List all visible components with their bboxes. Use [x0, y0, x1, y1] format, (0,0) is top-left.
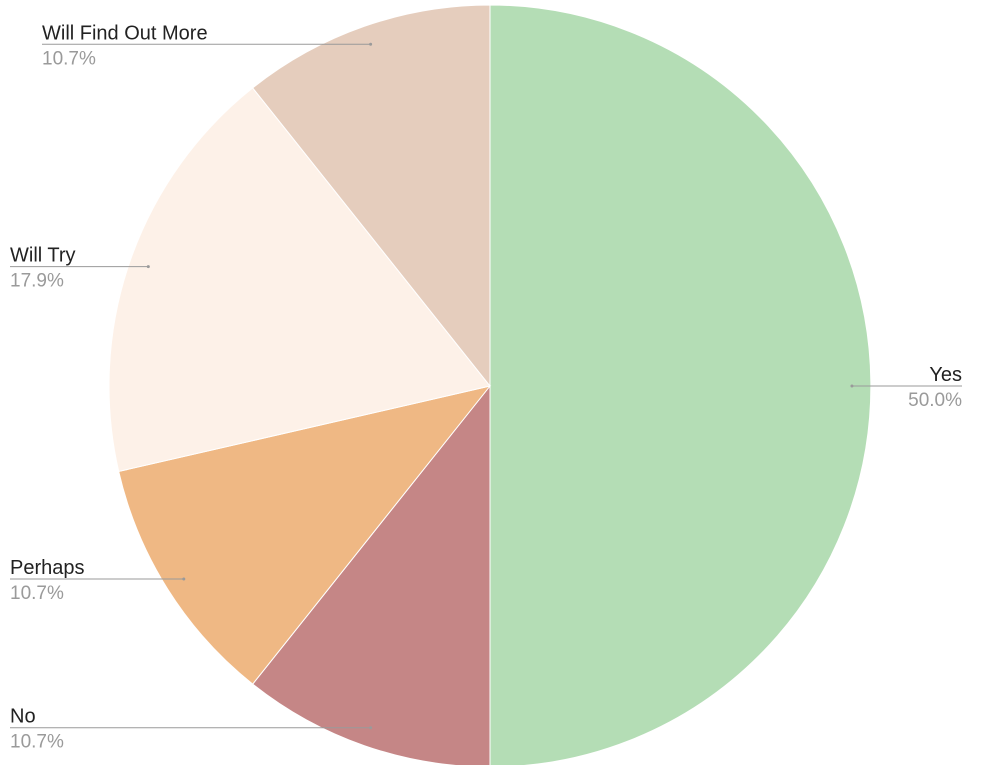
slice-percent-perhaps: 10.7%: [10, 583, 64, 604]
leader-dot-will-try: [146, 265, 150, 269]
leader-dot-no: [369, 726, 373, 730]
slice-percent-no: 10.7%: [10, 732, 64, 753]
pie-slice-perhaps: [118, 385, 492, 685]
slice-label-no: No: [10, 706, 36, 728]
slice-label-will-find-out-more: Will Find Out More: [42, 22, 208, 44]
slice-percent-will-find-out-more: 10.7%: [42, 48, 96, 69]
leaders-layer: [10, 42, 962, 730]
leader-dot-will-find-out-more: [369, 42, 373, 46]
pie-slice-will-try: [108, 87, 491, 473]
slice-percent-yes: 50.0%: [908, 390, 962, 411]
leader-dot-yes: [850, 384, 854, 388]
pie-slice-no: [252, 384, 491, 765]
slice-percent-will-try: 17.9%: [10, 271, 64, 292]
pie-slice-yes: [489, 4, 872, 765]
pie-slice-will-find-out-more: [252, 4, 491, 388]
labels-layer: Yes 50.0% No 10.7% Perhaps 10.7% Will Try 17.9%…: [10, 22, 962, 752]
slice-label-yes: Yes: [929, 364, 962, 386]
slice-label-will-try: Will Try: [10, 245, 76, 267]
leader-dot-perhaps: [182, 577, 186, 581]
slices-layer: [108, 4, 872, 765]
slice-label-perhaps: Perhaps: [10, 557, 85, 579]
